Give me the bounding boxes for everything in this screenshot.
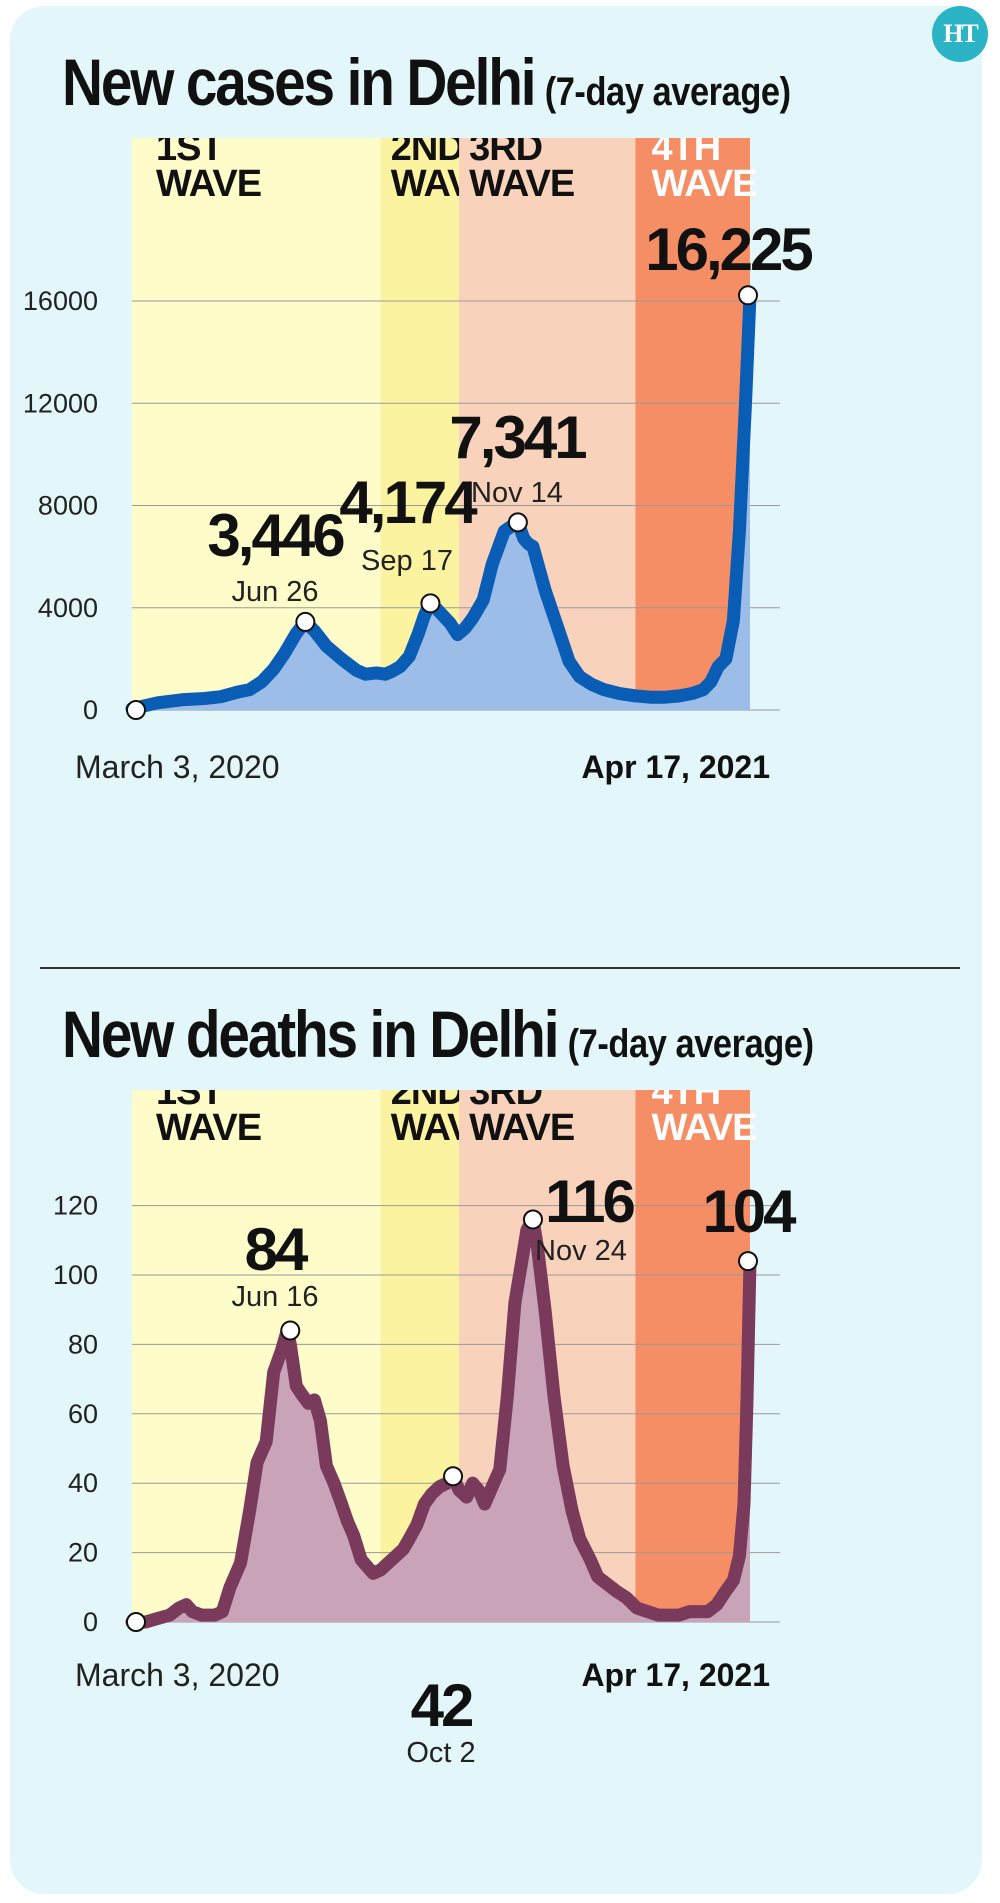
deaths-ytick-label: 80: [68, 1329, 98, 1359]
cases-peak-marker: [295, 611, 316, 632]
cases-peak-date: Nov 14: [471, 477, 563, 509]
cases-chart: 1STWAVE2NDWAVE3RDWAVE4THWAVE040008000120…: [23, 138, 815, 785]
deaths-peak-date: Oct 2: [406, 1737, 475, 1769]
deaths-title-sub: (7-day average): [567, 1022, 814, 1066]
cases-x-end-label: Apr 17, 2021: [581, 749, 770, 785]
deaths-ytick-label: 0: [83, 1607, 98, 1637]
deaths-start-marker: [126, 1612, 146, 1632]
deaths-wave-label-2-line1: 2ND: [391, 1090, 464, 1113]
cases-start-marker: [126, 700, 146, 720]
deaths-wave-label-4-line1: 4TH: [651, 1090, 720, 1113]
deaths-peak-value: 104: [702, 1178, 797, 1245]
deaths-title-main: New deaths in Delhi: [62, 997, 559, 1071]
section-divider: [40, 967, 960, 969]
cases-wave-label-4-line2: WAVE: [651, 163, 756, 205]
cases-peak-value: 4,174: [339, 469, 478, 536]
ht-logo: HT: [932, 6, 988, 62]
deaths-ytick-label: 20: [68, 1538, 98, 1568]
deaths-wave-label-1-line1: 1ST: [156, 1090, 223, 1113]
cases-wave-label-2-line1: 2ND: [391, 138, 464, 169]
cases-line: [125, 288, 757, 716]
deaths-peak-marker: [443, 1466, 464, 1487]
cases-peak-date: Jun 26: [231, 576, 318, 608]
cases-ytick-label: 0: [83, 695, 98, 725]
deaths-x-end-label: Apr 17, 2021: [581, 1657, 770, 1693]
deaths-wave-label-3-line1: 3RD: [469, 1090, 542, 1113]
deaths-ytick-label: 120: [53, 1191, 98, 1221]
deaths-peak-date: Jun 16: [231, 1281, 318, 1313]
cases-wave-label-1-line2: WAVE: [156, 163, 261, 205]
deaths-area: [132, 1219, 750, 1622]
deaths-chart: 1STWAVE2NDWAVE3RDWAVE4THWAVE020406080100…: [53, 1090, 800, 1769]
cases-wave-label-1-line1: 1ST: [156, 138, 223, 169]
cases-peak-value: 16,225: [645, 216, 812, 283]
deaths-ytick-label: 60: [68, 1399, 98, 1429]
cases-peak-value: 7,341: [449, 404, 586, 471]
cases-peak-marker: [420, 593, 441, 614]
cases-wave-label-4-line1: 4TH: [651, 138, 720, 169]
cases-wave-label-3-line1: 3RD: [469, 138, 542, 169]
deaths-wave-label-4-line2: WAVE: [651, 1107, 756, 1149]
deaths-peak-value: 42: [411, 1672, 472, 1739]
cases-peak-marker: [507, 512, 528, 533]
deaths-wave-band-4: [635, 1090, 750, 1622]
cases-wave-label-3-line2: WAVE: [469, 163, 574, 205]
cases-chart-title: New cases in Delhi (7-day average): [62, 44, 791, 120]
deaths-peak-value: 116: [545, 1168, 634, 1235]
cases-ytick-label: 12000: [23, 388, 98, 418]
cases-area: [132, 295, 750, 710]
cases-plot: 1STWAVE2NDWAVE3RDWAVE4THWAVE040008000120…: [23, 138, 815, 785]
deaths-ytick-label: 100: [53, 1260, 98, 1290]
deaths-x-start-label: March 3, 2020: [75, 1657, 280, 1693]
cases-ytick-label: 4000: [38, 593, 98, 623]
cases-peak-date: Sep 17: [361, 545, 453, 577]
deaths-line: [125, 1213, 757, 1629]
deaths-ytick-label: 40: [68, 1468, 98, 1498]
cases-title-main: New cases in Delhi: [62, 45, 537, 119]
deaths-peak-marker: [280, 1320, 301, 1341]
deaths-plot: 1STWAVE2NDWAVE3RDWAVE4THWAVE020406080100…: [53, 1090, 800, 1769]
cases-title-sub: (7-day average): [544, 70, 791, 114]
deaths-peak-marker: [738, 1251, 758, 1272]
cases-peak-value: 3,446: [207, 502, 344, 569]
deaths-wave-label-1-line2: WAVE: [156, 1107, 261, 1149]
cases-wave-band-1: [132, 138, 381, 710]
deaths-peak-marker: [522, 1209, 543, 1230]
cases-peak-marker: [738, 285, 758, 306]
cases-ytick-label: 8000: [38, 491, 98, 521]
deaths-peak-value: 84: [245, 1216, 309, 1283]
deaths-chart-title: New deaths in Delhi (7-day average): [62, 996, 814, 1072]
deaths-wave-label-3-line2: WAVE: [469, 1107, 574, 1149]
cases-x-start-label: March 3, 2020: [75, 749, 280, 785]
cases-ytick-label: 16000: [23, 286, 98, 316]
deaths-peak-date: Nov 24: [535, 1235, 627, 1267]
